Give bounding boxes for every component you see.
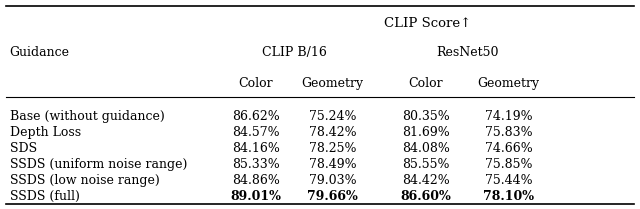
Text: 79.66%: 79.66%: [307, 190, 358, 203]
Text: 80.35%: 80.35%: [402, 110, 449, 123]
Text: Color: Color: [239, 77, 273, 90]
Text: Base (without guidance): Base (without guidance): [10, 110, 164, 123]
Text: 78.25%: 78.25%: [309, 142, 356, 155]
Text: 75.44%: 75.44%: [485, 174, 532, 187]
Text: Geometry: Geometry: [301, 77, 364, 90]
Text: Depth Loss: Depth Loss: [10, 126, 81, 139]
Text: 74.66%: 74.66%: [485, 142, 532, 155]
Text: 78.49%: 78.49%: [309, 158, 356, 171]
Text: Color: Color: [408, 77, 443, 90]
Text: SSDS (low noise range): SSDS (low noise range): [10, 174, 159, 187]
Text: 84.08%: 84.08%: [402, 142, 449, 155]
Text: 78.10%: 78.10%: [483, 190, 534, 203]
Text: Geometry: Geometry: [477, 77, 540, 90]
Text: 84.86%: 84.86%: [232, 174, 280, 187]
Text: 74.19%: 74.19%: [485, 110, 532, 123]
Text: 79.03%: 79.03%: [309, 174, 356, 187]
Text: SDS: SDS: [10, 142, 36, 155]
Text: SSDS (uniform noise range): SSDS (uniform noise range): [10, 158, 187, 171]
Text: 84.57%: 84.57%: [232, 126, 280, 139]
Text: 75.24%: 75.24%: [309, 110, 356, 123]
Text: 84.16%: 84.16%: [232, 142, 280, 155]
Text: CLIP B/16: CLIP B/16: [262, 46, 327, 59]
Text: 78.42%: 78.42%: [309, 126, 356, 139]
Text: 81.69%: 81.69%: [402, 126, 449, 139]
Text: 89.01%: 89.01%: [230, 190, 282, 203]
Text: 75.83%: 75.83%: [485, 126, 532, 139]
Text: CLIP Score↑: CLIP Score↑: [383, 17, 471, 30]
Text: 86.60%: 86.60%: [400, 190, 451, 203]
Text: 75.85%: 75.85%: [485, 158, 532, 171]
Text: ResNet50: ResNet50: [436, 46, 499, 59]
Text: 85.33%: 85.33%: [232, 158, 280, 171]
Text: Guidance: Guidance: [10, 46, 70, 59]
Text: 86.62%: 86.62%: [232, 110, 280, 123]
Text: 84.42%: 84.42%: [402, 174, 449, 187]
Text: SSDS (full): SSDS (full): [10, 190, 79, 203]
Text: 85.55%: 85.55%: [402, 158, 449, 171]
